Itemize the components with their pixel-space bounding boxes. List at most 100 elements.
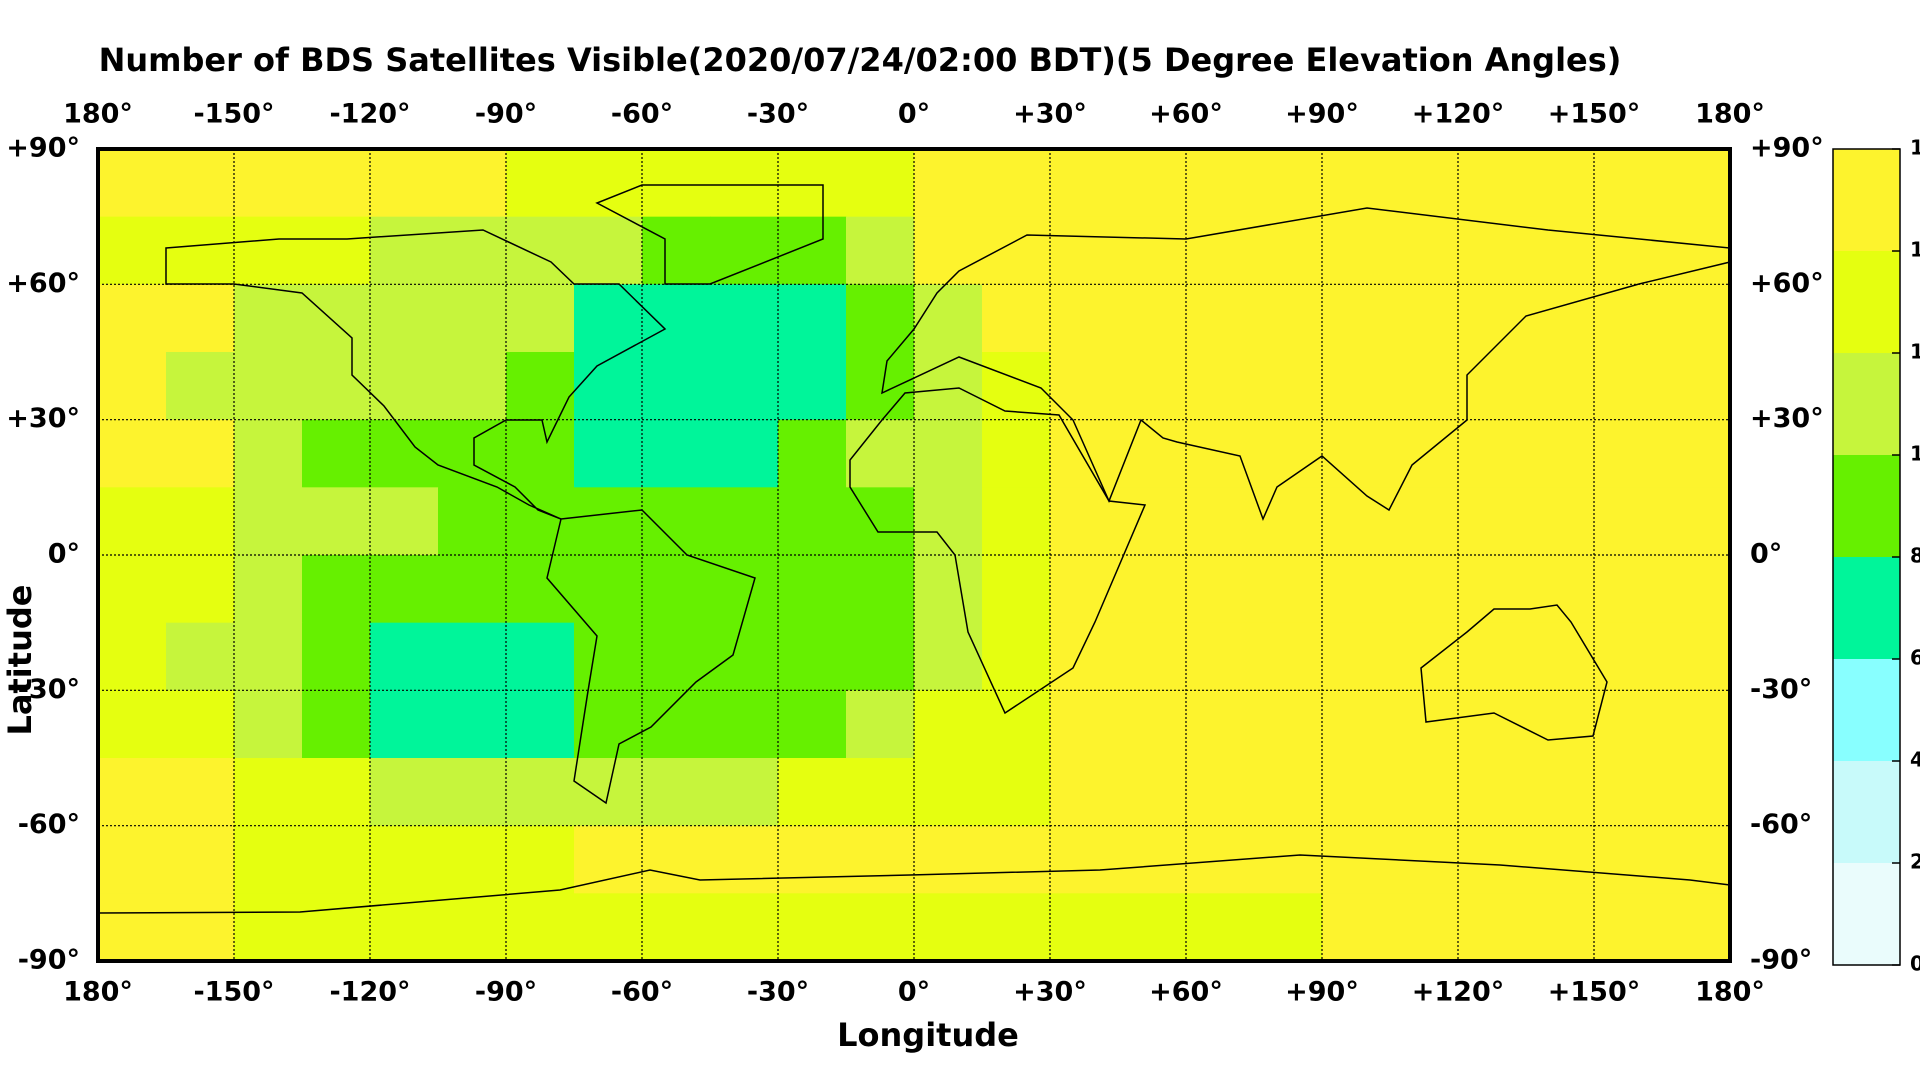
heat-cell <box>778 825 847 894</box>
heat-cell <box>1458 690 1527 759</box>
heat-cell <box>914 284 983 353</box>
heat-cell <box>1594 149 1663 218</box>
heat-cell <box>234 758 303 827</box>
heat-cell <box>166 555 235 624</box>
heat-cell <box>710 419 779 488</box>
heat-cell <box>1458 216 1527 285</box>
heat-cell <box>1186 690 1255 759</box>
heat-cell <box>98 487 167 556</box>
x-tick-label: -60° <box>611 977 673 1008</box>
heat-cell <box>982 893 1051 962</box>
x-tick-label: +30° <box>1013 977 1087 1008</box>
heat-cell <box>642 825 711 894</box>
heat-cell <box>166 352 235 421</box>
heat-cell <box>574 284 643 353</box>
heat-cell <box>1186 149 1255 218</box>
heat-cell <box>438 758 507 827</box>
heat-cell <box>166 149 235 218</box>
heat-cell <box>302 555 371 624</box>
heat-cell <box>302 825 371 894</box>
heat-cell <box>1322 825 1391 894</box>
heat-cell <box>982 352 1051 421</box>
x-tick-label: -30° <box>747 99 809 130</box>
heat-cell <box>1322 893 1391 962</box>
heat-cell <box>1186 352 1255 421</box>
heat-cell <box>234 622 303 691</box>
heat-cell <box>1322 419 1391 488</box>
heat-cell <box>1526 825 1595 894</box>
heat-cell <box>370 622 439 691</box>
heat-cell <box>846 758 915 827</box>
heat-cell <box>1186 758 1255 827</box>
heat-cell <box>506 825 575 894</box>
heat-cell <box>1254 352 1323 421</box>
heat-cell <box>98 555 167 624</box>
heat-cell <box>370 555 439 624</box>
heat-cell <box>982 555 1051 624</box>
x-tick-label: +30° <box>1013 99 1087 130</box>
heat-cell <box>506 690 575 759</box>
heat-cell <box>1458 555 1527 624</box>
coastline <box>97 854 1731 914</box>
x-tick-label: +120° <box>1412 977 1504 1008</box>
colorbar-segment <box>1833 353 1900 455</box>
heat-cell <box>846 555 915 624</box>
y-tick-label: 0° <box>1750 539 1782 570</box>
heat-cell <box>1050 352 1119 421</box>
heat-cell <box>166 419 235 488</box>
x-tick-label: 180° <box>1695 977 1765 1008</box>
heat-cell <box>1254 690 1323 759</box>
heat-cell <box>1322 352 1391 421</box>
y-tick-label: -30° <box>18 674 80 705</box>
heat-cell <box>642 352 711 421</box>
heat-cell <box>914 825 983 894</box>
heat-cell <box>506 758 575 827</box>
heat-cell <box>302 216 371 285</box>
heat-cell <box>1118 352 1187 421</box>
colorbar-segment <box>1833 761 1900 863</box>
heat-cell <box>1254 758 1323 827</box>
x-tick-label: 180° <box>63 99 133 130</box>
x-tick-label: -90° <box>475 977 537 1008</box>
heat-cell <box>1050 149 1119 218</box>
coastline <box>881 207 1731 522</box>
heat-cell <box>710 622 779 691</box>
heat-cell <box>982 284 1051 353</box>
heat-cell <box>1458 893 1527 962</box>
y-tick-label: +60° <box>1750 268 1824 299</box>
heat-cell <box>574 825 643 894</box>
y-tick-label: +90° <box>6 133 80 164</box>
heat-cell <box>1118 284 1187 353</box>
x-tick-label: -30° <box>747 977 809 1008</box>
heat-cell <box>1254 419 1323 488</box>
heat-cell <box>1322 690 1391 759</box>
heat-cell <box>574 690 643 759</box>
heat-cell <box>1322 555 1391 624</box>
coastline <box>849 387 1147 715</box>
heat-cell <box>778 555 847 624</box>
heat-cell <box>370 419 439 488</box>
heat-cell <box>1594 893 1663 962</box>
heat-cell <box>914 893 983 962</box>
heat-cell <box>1662 622 1731 691</box>
heat-cell <box>1186 284 1255 353</box>
heat-cell <box>778 758 847 827</box>
heat-cell <box>846 352 915 421</box>
heat-cell <box>1594 622 1663 691</box>
plot-frame <box>96 147 1732 963</box>
heat-cell <box>574 622 643 691</box>
heat-cell <box>370 758 439 827</box>
heat-cell <box>846 216 915 285</box>
colorbar-tick-label: 2 <box>1910 850 1920 874</box>
heat-cell <box>1390 893 1459 962</box>
heat-cell <box>506 555 575 624</box>
heat-cell <box>710 284 779 353</box>
heat-cell <box>98 690 167 759</box>
heat-cell <box>1254 216 1323 285</box>
heat-cell <box>1118 487 1187 556</box>
heat-cell <box>438 555 507 624</box>
heat-cell <box>1390 149 1459 218</box>
heat-cell <box>1118 622 1187 691</box>
heat-cell <box>1526 419 1595 488</box>
heat-cell <box>1050 893 1119 962</box>
